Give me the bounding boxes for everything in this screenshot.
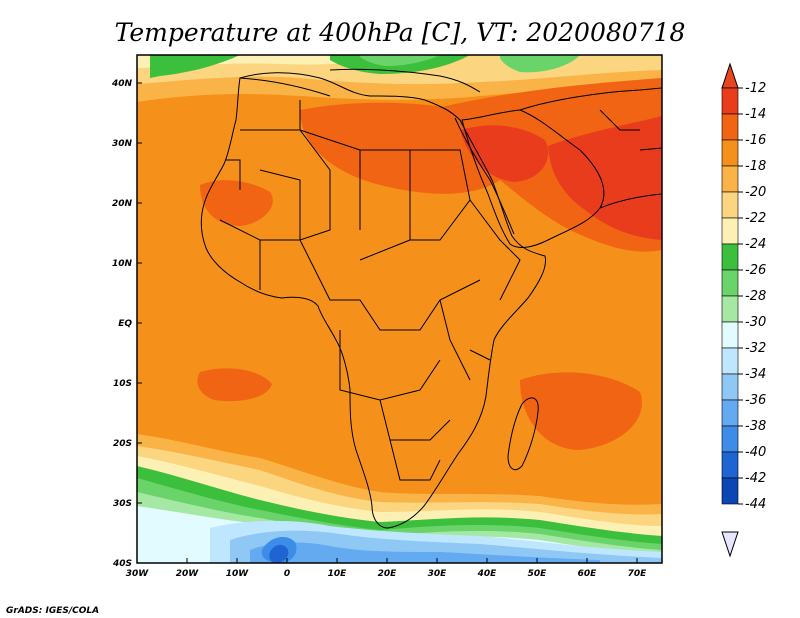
y-tick-label: 10S xyxy=(113,379,132,389)
x-tick-label: 70E xyxy=(628,569,648,579)
colorbar-swatch xyxy=(721,243,739,271)
x-tick-label: 20W xyxy=(176,569,200,579)
colorbar-swatch xyxy=(721,191,739,219)
y-tick-label: 40N xyxy=(111,79,133,89)
y-tick-label: 10N xyxy=(112,259,133,269)
colorbar-label: -18 xyxy=(745,159,766,174)
africa-coastline xyxy=(200,68,662,529)
colorbar-label: -30 xyxy=(745,315,766,330)
colorbar-label: -12 xyxy=(745,81,766,96)
plot-frame xyxy=(136,54,663,564)
colorbar-label: -14 xyxy=(745,107,766,122)
colorbar-top-arrow xyxy=(721,62,739,89)
x-tick-label: 20E xyxy=(378,569,398,579)
y-tick-label: 30N xyxy=(112,139,133,149)
colorbar-label: -32 xyxy=(745,341,766,356)
colorbar-label: -42 xyxy=(745,471,766,486)
x-tick-label: 10E xyxy=(328,569,348,579)
map-title: Temperature at 400hPa [C], VT: 202008071… xyxy=(115,18,686,47)
y-tick-label: 30S xyxy=(113,499,132,509)
colorbar-swatch xyxy=(721,425,739,453)
colorbar-label: -26 xyxy=(745,263,766,278)
x-axis-labels: 30W 20W 10W 0 10E 20E 30E 40E 50E 60E 70… xyxy=(126,569,647,579)
colorbar-swatch xyxy=(721,217,739,245)
colorbar-swatch xyxy=(721,347,739,375)
x-tick-label: 0 xyxy=(284,569,290,579)
x-tick-label: 60E xyxy=(578,569,598,579)
colorbar-label: -16 xyxy=(745,133,766,148)
y-tick-label: EQ xyxy=(118,319,132,329)
colorbar-label: -24 xyxy=(745,237,766,252)
x-tick-label: 50E xyxy=(528,569,548,579)
colorbar-swatch xyxy=(721,373,739,401)
colorbar-swatch xyxy=(721,399,739,427)
colorbar-swatch xyxy=(721,321,739,349)
colorbar-swatch xyxy=(721,295,739,323)
colorbar-swatch xyxy=(721,269,739,297)
colorbar-swatch xyxy=(721,113,739,141)
y-tick-label: 40S xyxy=(112,559,132,569)
colorbar-label: -36 xyxy=(745,393,766,408)
y-tick-label: 20N xyxy=(112,199,133,209)
colorbar-label: -44 xyxy=(745,497,766,512)
colorbar-swatch xyxy=(721,477,739,505)
x-tick-label: 30W xyxy=(126,569,150,579)
colorbar-swatch xyxy=(721,139,739,167)
x-tick-label: 10W xyxy=(226,569,250,579)
y-axis-labels: 40N 30N 20N 10N EQ 10S 20S 30S 40S xyxy=(111,79,133,569)
colorbar: -12 -14 -16 -18 -20 -22 -24 -26 -28 -30 -32 -34 -36 -… xyxy=(721,62,766,558)
colorbar-label: -20 xyxy=(745,185,766,200)
colorbar-label: -38 xyxy=(745,419,766,434)
axis-ticks xyxy=(136,82,638,563)
temperature-field xyxy=(137,55,662,563)
y-tick-label: 20S xyxy=(113,439,132,449)
colorbar-swatch xyxy=(721,87,739,115)
colorbar-label: -40 xyxy=(745,445,766,460)
colorbar-bottom-arrow xyxy=(721,531,739,558)
colorbar-label: -28 xyxy=(745,289,766,304)
x-tick-label: 30E xyxy=(428,569,448,579)
grads-credit: GrADS: IGES/COLA xyxy=(6,606,99,616)
colorbar-label: -22 xyxy=(745,211,766,226)
colorbar-swatch xyxy=(721,165,739,193)
colorbar-label: -34 xyxy=(745,367,766,382)
colorbar-swatch xyxy=(721,451,739,479)
x-tick-label: 40E xyxy=(477,569,498,579)
